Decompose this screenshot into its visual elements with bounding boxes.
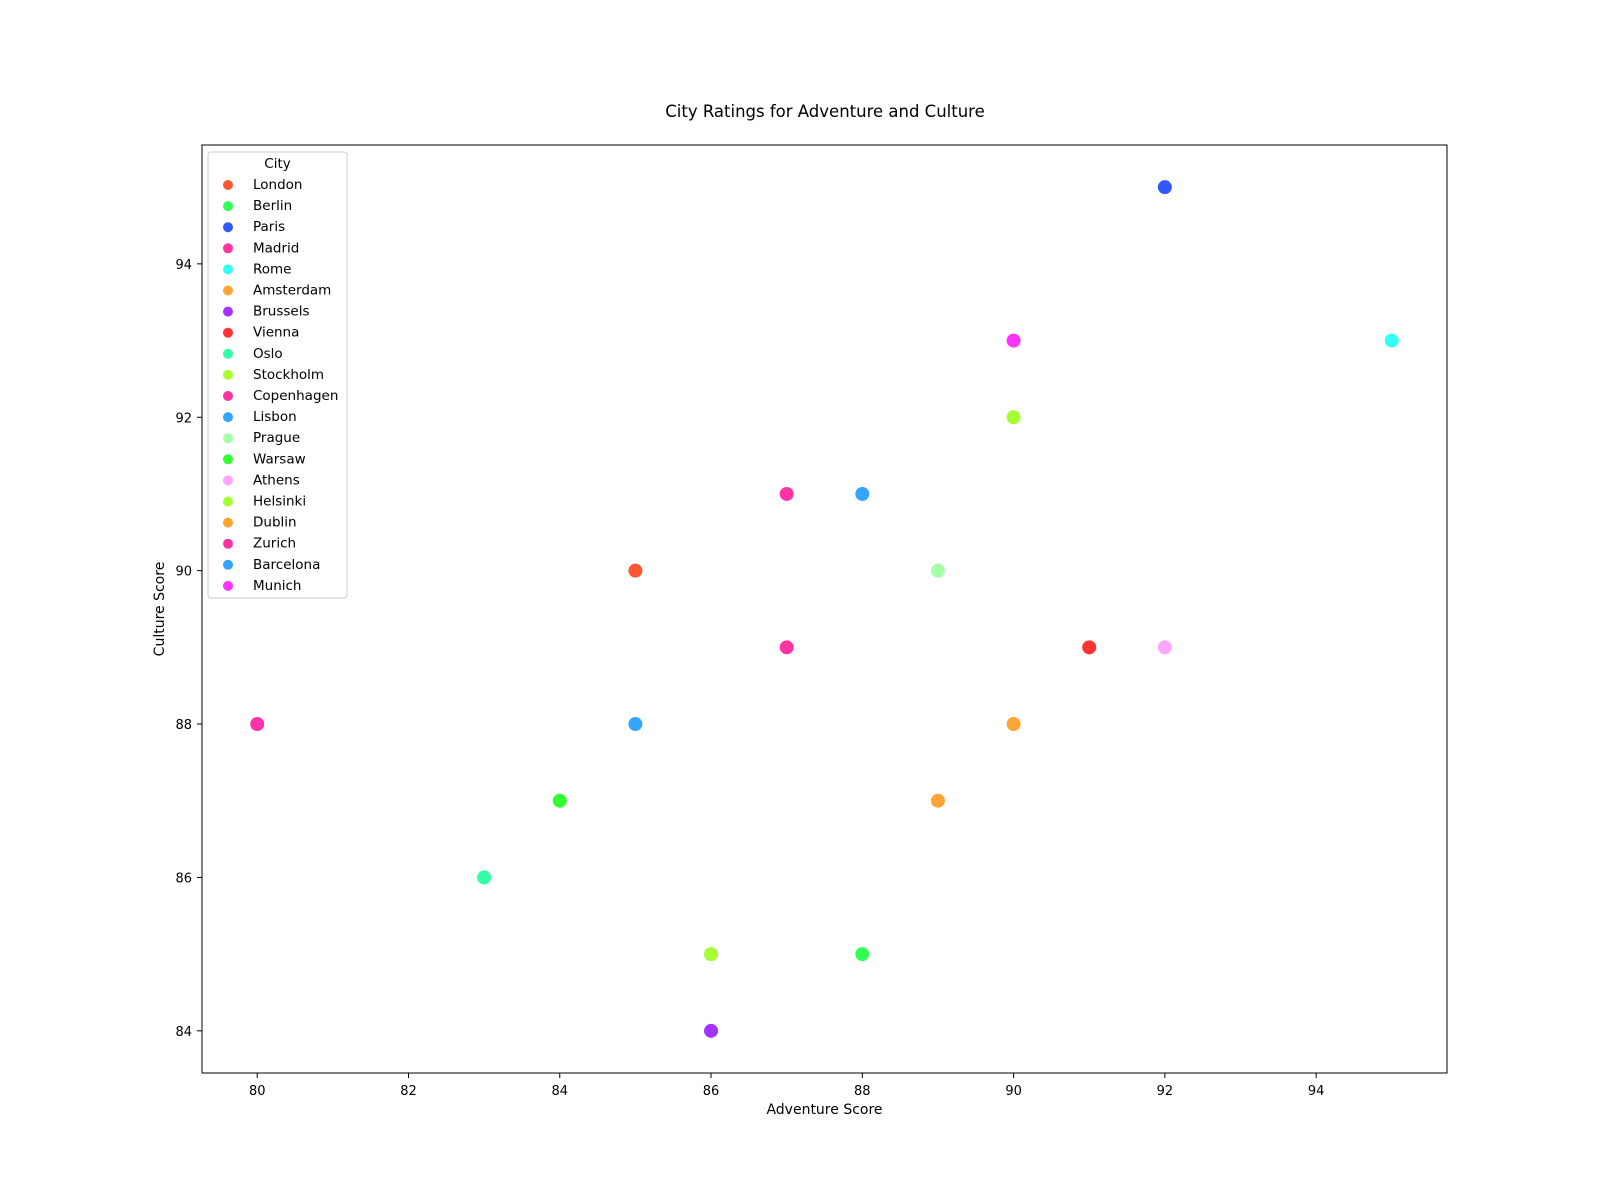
y-axis-label: Culture Score [152, 562, 168, 657]
data-point-copenhagen [250, 717, 265, 732]
data-point-brussels [704, 1023, 719, 1038]
legend-marker [223, 285, 233, 296]
legend-label: Vienna [253, 325, 299, 341]
legend-label: Berlin [253, 198, 292, 214]
legend: City London Berlin Paris Madrid Rome Amsterda… [207, 151, 348, 599]
legend-label: Munich [253, 578, 302, 594]
legend-label: Rome [253, 261, 292, 277]
legend-label: Copenhagen [253, 388, 338, 404]
legend-label: Brussels [253, 304, 310, 320]
legend-label: Barcelona [253, 557, 320, 573]
data-point-zurich [779, 486, 794, 501]
data-point-rome [1384, 333, 1399, 348]
legend-marker [223, 580, 233, 591]
y-axis: 84 86 88 90 92 94 [175, 258, 202, 1040]
x-axis: 80 82 84 86 88 90 92 94 [249, 1073, 1324, 1099]
data-point-paris [1157, 180, 1172, 195]
legend-label: Oslo [253, 346, 283, 362]
y-tick-label: 90 [175, 565, 192, 580]
data-point-madrid [779, 640, 794, 655]
legend-items: London Berlin Paris Madrid Rome Amsterdam Brus… [223, 177, 338, 594]
x-tick-label: 90 [1005, 1084, 1022, 1099]
x-tick-label: 82 [400, 1084, 417, 1099]
data-point-lisbon [628, 717, 643, 732]
legend-title: City [264, 156, 290, 172]
legend-marker [223, 369, 233, 380]
legend-marker [223, 475, 233, 486]
x-axis-label: Adventure Score [766, 1102, 882, 1118]
legend-marker [223, 201, 233, 212]
legend-label: Athens [253, 472, 300, 488]
legend-marker [223, 264, 233, 275]
legend-label: Madrid [253, 240, 299, 256]
legend-label: London [253, 177, 303, 193]
legend-label: Warsaw [253, 451, 306, 467]
legend-label: Paris [253, 219, 285, 235]
data-point-warsaw [552, 793, 567, 808]
legend-label: Helsinki [253, 494, 306, 510]
data-point-barcelona [855, 486, 870, 501]
x-tick-label: 94 [1308, 1084, 1325, 1099]
data-point-dublin [1006, 717, 1021, 732]
legend-label: Stockholm [253, 367, 324, 383]
legend-marker [223, 306, 233, 317]
legend-label: Prague [253, 430, 300, 446]
chart-title: City Ratings for Adventure and Culture [665, 102, 985, 121]
x-tick-label: 80 [249, 1084, 266, 1099]
legend-marker [223, 517, 233, 528]
data-point-london [628, 563, 643, 578]
legend-marker [223, 348, 233, 359]
y-tick-label: 88 [175, 718, 192, 733]
legend-marker [223, 559, 233, 570]
legend-marker [223, 433, 233, 444]
legend-label: Dublin [253, 515, 297, 531]
data-points [250, 180, 1399, 1038]
x-tick-label: 84 [551, 1084, 568, 1099]
data-point-berlin [855, 947, 870, 962]
data-point-amsterdam [930, 793, 945, 808]
plot-area [201, 144, 1448, 1074]
legend-marker [223, 180, 233, 190]
legend-label: Amsterdam [253, 283, 331, 299]
y-tick-label: 94 [175, 258, 192, 273]
x-tick-label: 88 [854, 1084, 871, 1099]
legend-marker [223, 538, 233, 549]
y-tick-label: 92 [175, 411, 192, 426]
legend-label: Lisbon [253, 409, 297, 425]
legend-marker [223, 391, 233, 401]
data-point-oslo [477, 870, 492, 885]
x-tick-label: 92 [1157, 1084, 1174, 1099]
data-point-helsinki [704, 947, 719, 962]
legend-label: Zurich [253, 536, 296, 552]
y-tick-label: 84 [175, 1025, 192, 1040]
legend-marker [223, 454, 233, 465]
legend-marker [223, 496, 233, 507]
data-point-prague [930, 563, 945, 578]
x-tick-label: 86 [703, 1084, 720, 1099]
y-tick-label: 86 [175, 871, 192, 886]
data-point-vienna [1082, 640, 1097, 655]
legend-frame [207, 151, 348, 599]
data-point-athens [1157, 640, 1172, 655]
legend-marker [223, 327, 233, 338]
legend-marker [223, 222, 233, 233]
legend-marker [223, 243, 233, 254]
legend-marker [223, 412, 233, 423]
data-point-munich [1006, 333, 1021, 348]
data-point-stockholm [1006, 410, 1021, 425]
